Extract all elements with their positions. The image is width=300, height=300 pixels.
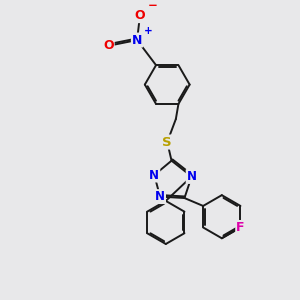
Text: F: F [236,221,245,234]
Text: N: N [187,170,196,183]
Text: O: O [135,9,145,22]
Text: S: S [162,136,172,148]
Text: −: − [148,0,158,12]
Text: +: + [143,26,152,36]
Text: O: O [103,39,114,52]
Text: N: N [132,34,142,46]
Text: N: N [155,190,165,203]
Text: N: N [149,169,159,182]
